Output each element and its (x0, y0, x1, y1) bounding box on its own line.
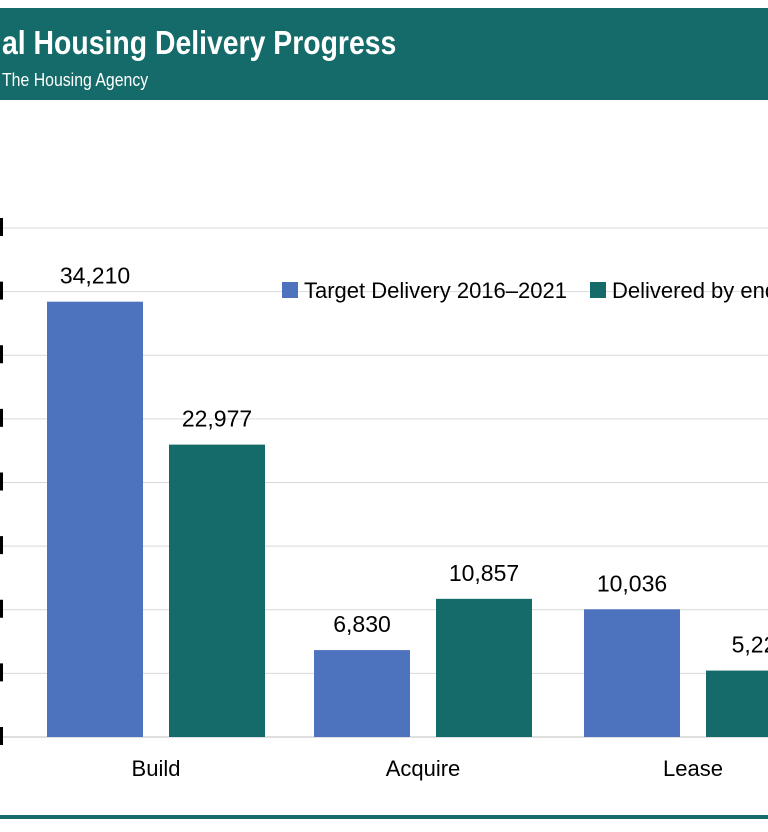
y-tick-label-fragment (0, 536, 3, 555)
data-label: 34,210 (60, 263, 130, 289)
legend-label: Target Delivery 2016–2021 (304, 278, 567, 303)
y-tick-label-fragment (0, 727, 3, 745)
y-tick-label-fragment (0, 281, 3, 300)
legend-swatch (282, 282, 298, 298)
bar-target-acquire (314, 650, 410, 737)
bar-target-build (47, 301, 143, 737)
data-label: 10,857 (449, 560, 519, 586)
page-title: al Housing Delivery Progress (2, 24, 397, 61)
data-label: 22,977 (182, 406, 252, 432)
y-tick-label-fragment (0, 408, 3, 427)
category-label: Build (132, 756, 181, 781)
y-tick-label-fragment (0, 472, 3, 491)
y-tick-label-fragment (0, 599, 3, 618)
y-tick-label-fragment (0, 345, 3, 364)
data-label: 6,830 (333, 611, 391, 637)
legend-swatch (590, 282, 606, 298)
bar-chart: 34,210 6,830 10,036 22,977 10,857 5,22 Build Ac… (0, 218, 768, 781)
bar-target-lease (584, 609, 680, 737)
legend-label: Delivered by end (612, 278, 768, 303)
bar-delivered-lease (706, 670, 768, 737)
y-tick-label-fragment (0, 218, 3, 236)
page-subtitle: The Housing Agency (2, 70, 149, 90)
bottom-rule (0, 815, 768, 819)
bar-delivered-acquire (436, 598, 532, 737)
category-label: Lease (663, 756, 723, 781)
header-banner: al Housing Delivery Progress The Housing… (0, 8, 768, 100)
category-label: Acquire (386, 756, 461, 781)
bar-delivered-build (169, 444, 265, 737)
y-tick-label-fragment (0, 663, 3, 682)
data-label: 10,036 (597, 570, 667, 596)
data-label: 5,22 (732, 632, 768, 658)
